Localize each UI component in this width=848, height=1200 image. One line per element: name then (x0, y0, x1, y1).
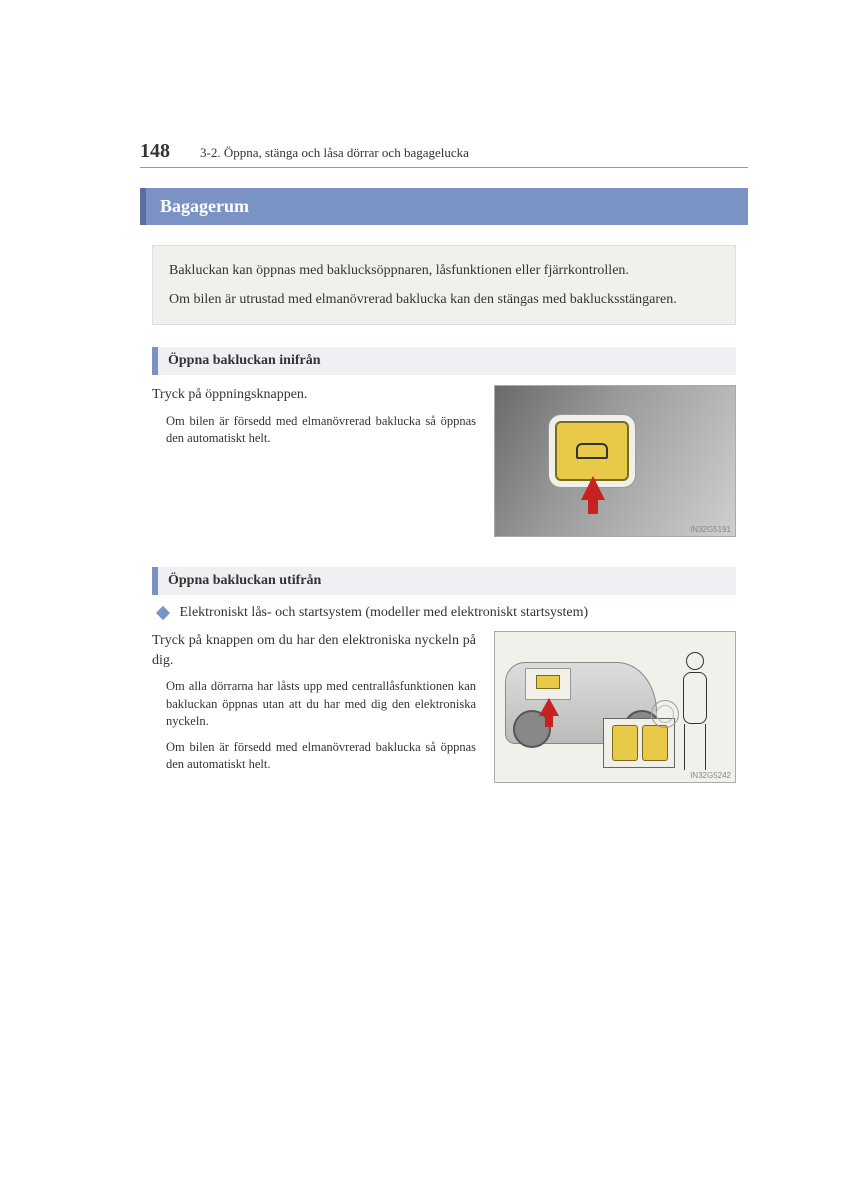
subheading-outside: Öppna bakluckan utifrån (152, 567, 736, 595)
instruction-line: Tryck på öppningsknappen. (152, 385, 476, 405)
trunk-button-detail (525, 668, 571, 700)
instruction-note-2a: Om alla dörrarna har låsts upp med centr… (166, 678, 476, 731)
bullet-text: Elektroniskt lås- och startsystem (model… (180, 605, 589, 620)
trunk-button-callout (555, 421, 629, 481)
intro-paragraph-1: Bakluckan kan öppnas med baklucksöppnare… (169, 260, 719, 281)
instruction-text-inside: Tryck på öppningsknappen. Om bilen är fö… (152, 385, 476, 537)
subheading-inside: Öppna bakluckan inifrån (152, 347, 736, 375)
section-open-outside: Öppna bakluckan utifrån Elektroniskt lås… (152, 567, 736, 783)
person-figure (675, 652, 715, 772)
section-open-inside: Öppna bakluckan inifrån Tryck på öppning… (152, 347, 736, 537)
illustration-inside: IN32G5191 (494, 385, 736, 537)
illustration-outside: IN32G5242 (494, 631, 736, 783)
page-header: 148 3-2. Öppna, stänga och låsa dörrar o… (140, 140, 748, 168)
bullet-electronic-key: Elektroniskt lås- och startsystem (model… (158, 605, 736, 621)
arrow-up-icon (581, 476, 605, 500)
image-ref-label: IN32G5191 (690, 525, 731, 534)
instruction-note: Om bilen är försedd med elmanövrerad bak… (166, 413, 476, 448)
page-title: Bagagerum (140, 188, 748, 225)
instruction-note-2b: Om bilen är försedd med elmanövrerad bak… (166, 739, 476, 774)
arrow-up-icon (539, 698, 559, 716)
image-ref-label: IN32G5242 (690, 771, 731, 780)
breadcrumb: 3-2. Öppna, stänga och låsa dörrar och b… (200, 145, 469, 161)
diamond-bullet-icon (156, 606, 170, 620)
page-number: 148 (140, 140, 170, 163)
instruction-text-outside: Tryck på knappen om du har den elektroni… (152, 631, 476, 783)
instruction-line-2: Tryck på knappen om du har den elektroni… (152, 631, 476, 670)
intro-paragraph-2: Om bilen är utrustad med elmanövrerad ba… (169, 289, 719, 310)
intro-box: Bakluckan kan öppnas med baklucksöppnare… (152, 245, 736, 325)
